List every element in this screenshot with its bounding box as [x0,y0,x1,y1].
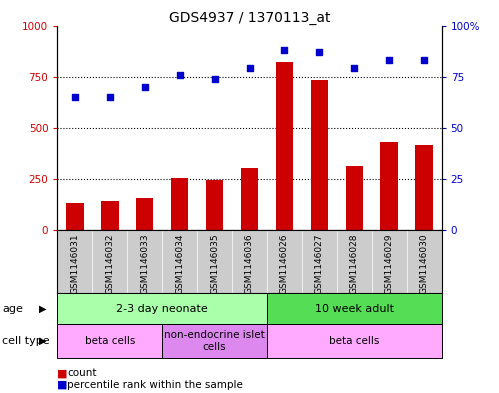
Text: percentile rank within the sample: percentile rank within the sample [67,380,243,390]
Text: 10 week adult: 10 week adult [315,303,394,314]
Point [141,84,149,90]
Bar [57,293,267,324]
Bar [310,80,328,230]
Text: ■: ■ [57,368,68,378]
Bar [101,201,119,230]
Point [106,94,114,100]
Bar [241,167,258,230]
Bar [345,165,363,230]
Point [315,49,323,55]
Text: ■: ■ [57,380,68,390]
Text: beta cells: beta cells [329,336,379,346]
Point [420,57,428,63]
Text: cell type: cell type [2,336,50,346]
Point [350,65,358,72]
Bar [171,178,189,230]
Text: GSM1146028: GSM1146028 [350,233,359,294]
Text: ▶: ▶ [39,336,46,346]
Bar [275,62,293,230]
Bar [415,145,433,230]
Text: GSM1146030: GSM1146030 [420,233,429,294]
Bar [162,324,267,358]
Text: GSM1146027: GSM1146027 [315,233,324,294]
Text: GSM1146032: GSM1146032 [105,233,114,294]
Text: GSM1146034: GSM1146034 [175,233,184,294]
Text: GSM1146033: GSM1146033 [140,233,149,294]
Text: count: count [67,368,97,378]
Point [71,94,79,100]
Text: age: age [2,303,23,314]
Point [246,65,253,72]
Text: non-endocrine islet
cells: non-endocrine islet cells [164,330,265,352]
Text: GSM1146031: GSM1146031 [70,233,79,294]
Text: GSM1146026: GSM1146026 [280,233,289,294]
Bar [136,198,154,230]
Text: beta cells: beta cells [85,336,135,346]
Title: GDS4937 / 1370113_at: GDS4937 / 1370113_at [169,11,330,24]
Text: GSM1146029: GSM1146029 [385,233,394,294]
Bar [57,324,162,358]
Text: 2-3 day neonate: 2-3 day neonate [116,303,208,314]
Point [385,57,393,63]
Text: GSM1146036: GSM1146036 [245,233,254,294]
Bar [267,324,442,358]
Bar [267,293,442,324]
Text: GSM1146035: GSM1146035 [210,233,219,294]
Bar [66,203,84,230]
Bar [206,180,224,230]
Bar [380,142,398,230]
Point [280,47,288,53]
Point [176,72,184,78]
Text: ▶: ▶ [39,303,46,314]
Point [211,75,219,82]
